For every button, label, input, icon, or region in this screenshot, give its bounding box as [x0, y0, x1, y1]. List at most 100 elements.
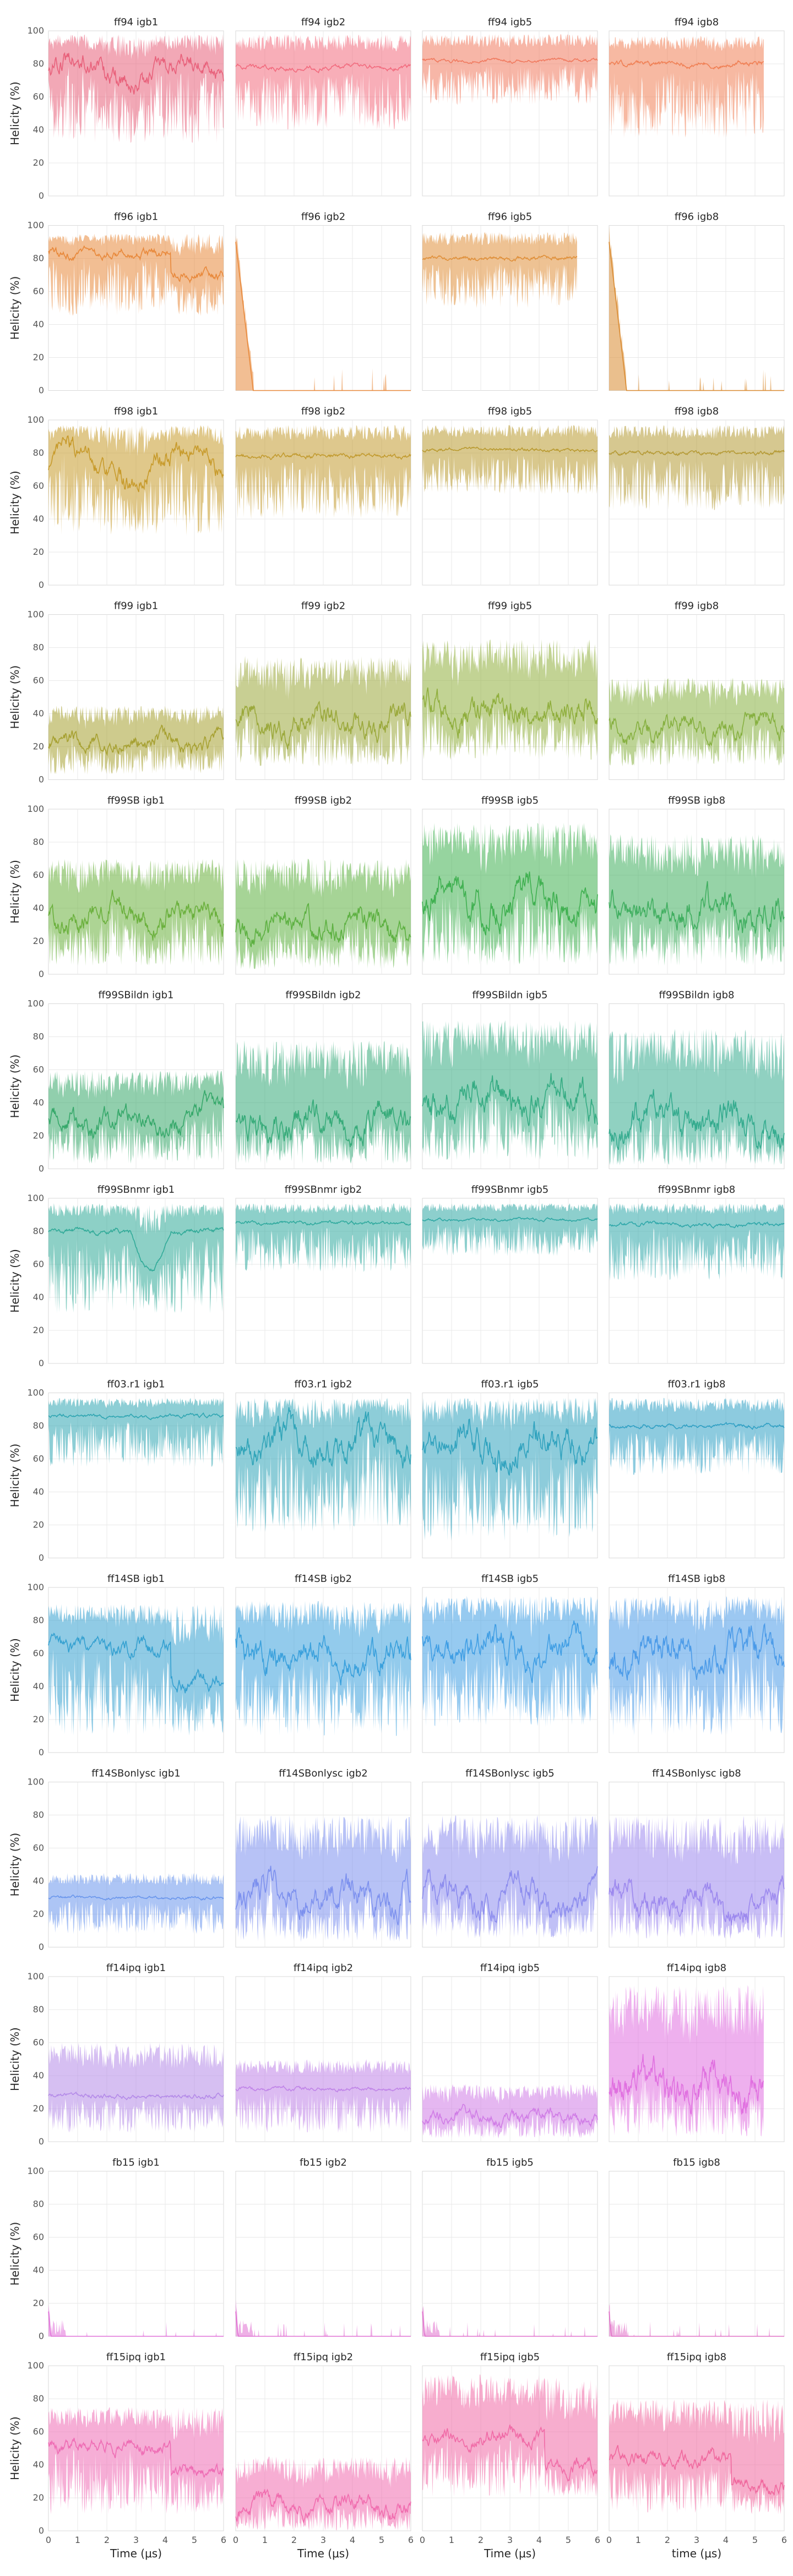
panel-ff03-r1-igb5: ff03.r1 igb5: [422, 1379, 598, 1558]
panel-ff99-igb8: ff99 igb8: [609, 601, 785, 780]
y-tick-label: 20: [33, 1325, 44, 1335]
y-tick-label: 80: [33, 2393, 44, 2404]
panel-title: ff96 igb2: [301, 211, 345, 223]
helicity-mean-line: [48, 2311, 224, 2337]
y-tick-label: 60: [33, 675, 44, 686]
panel-ff14sb-igb8: ff14SB igb8: [609, 1573, 785, 1753]
panel-title: ff99SBildn igb1: [99, 990, 174, 1001]
x-tick-label: 6: [221, 2535, 226, 2545]
helicity-mean-line: [609, 881, 785, 934]
y-tick-label: 60: [33, 1065, 44, 1075]
y-tick-label: 60: [33, 1259, 44, 1269]
y-axis-label: Helicity (%): [8, 1444, 21, 1508]
y-tick-label: 60: [33, 286, 44, 297]
y-tick-label: 100: [27, 1582, 44, 1592]
x-tick-label: 3: [694, 2535, 699, 2545]
y-axis-label: Helicity (%): [8, 1249, 21, 1313]
x-tick-label: 3: [133, 2535, 139, 2545]
panel-title: ff14SBonlysc igb5: [465, 1768, 554, 1780]
panel-title: ff03.r1 igb5: [481, 1379, 539, 1390]
helicity-mean-line: [235, 1407, 411, 1469]
y-tick-label: 80: [33, 447, 44, 458]
y-tick-label: 80: [33, 2004, 44, 2015]
helicity-range-band: [609, 2304, 784, 2337]
helicity-range-band: [422, 822, 598, 966]
panel-title: ff15ipq igb8: [667, 2351, 726, 2363]
helicity-range-band: [236, 2457, 411, 2531]
panel-title: ff99 igb2: [301, 601, 345, 612]
panel-ff15ipq-igb5: ff15ipq igb5 0 1 2 3 4 5 6 Time (μs): [420, 2351, 600, 2560]
panel-ff99sbnmr-igb5: ff99SBnmr igb5: [422, 1184, 598, 1364]
helicity-mean-line: [235, 1220, 411, 1226]
helicity-range-band: [48, 2407, 224, 2514]
panel-title: ff14SBonlysc igb1: [91, 1768, 180, 1780]
helicity-range-band: [609, 425, 784, 511]
panel-title: ff99 igb1: [114, 601, 158, 612]
panel-title: ff99SB igb8: [668, 795, 725, 806]
x-tick-label: 2: [665, 2535, 670, 2545]
y-axis-label: Helicity (%): [8, 471, 21, 534]
helicity-mean-line: [422, 2311, 598, 2337]
panel-ff94-igb1: ff94 igb1 0 20 40 60 80 100 Helicity (%): [8, 17, 224, 201]
helicity-range-band: [422, 639, 598, 760]
y-tick-label: 100: [27, 2166, 44, 2176]
helicity-mean-line: [609, 2311, 784, 2337]
x-axis-label: time (μs): [672, 2547, 721, 2560]
panel-ff98-igb8: ff98 igb8: [609, 406, 785, 586]
y-tick-label: 20: [33, 741, 44, 752]
helicity-range-band: [236, 235, 411, 391]
panel-title: ff03.r1 igb2: [295, 1379, 352, 1390]
panel-ff14ipq-igb8: ff14ipq igb8: [609, 1962, 785, 2142]
helicity-mean-line: [48, 2091, 224, 2100]
panel-title: ff99 igb8: [675, 601, 719, 612]
panel-ff99sbnmr-igb1: ff99SBnmr igb1 0 20 40 60 80 100 Helicity (%): [8, 1184, 224, 1368]
helicity-mean-line: [235, 2488, 411, 2524]
panel-ff14sb-igb5: ff14SB igb5: [422, 1573, 598, 1753]
y-tick-label: 80: [33, 837, 44, 847]
helicity-mean-line: [422, 871, 598, 936]
helicity-range-band: [609, 678, 784, 767]
y-tick-label: 80: [33, 2199, 44, 2209]
y-tick-label: 0: [39, 969, 44, 979]
y-tick-label: 100: [27, 414, 44, 425]
y-tick-label: 60: [33, 1648, 44, 1658]
panel-ff94-igb8: ff94 igb8: [609, 17, 785, 197]
x-tick-label: 1: [262, 2535, 268, 2545]
y-tick-label: 100: [27, 1388, 44, 1398]
y-tick-label: 40: [33, 319, 44, 330]
helicity-mean-line: [422, 1866, 598, 1924]
y-axis-label: Helicity (%): [8, 2222, 21, 2286]
helicity-mean-line: [48, 1090, 224, 1140]
panel-title: ff99SBnmr igb2: [285, 1184, 362, 1196]
helicity-range-band: [609, 1203, 784, 1281]
x-tick-label: 5: [566, 2535, 571, 2545]
helicity-mean-line: [609, 1422, 785, 1430]
panel-fb15-igb5: fb15 igb5: [422, 2157, 598, 2337]
panel-ff14ipq-igb2: ff14ipq igb2: [235, 1962, 411, 2142]
panel-ff99sbildn-igb5: ff99SBildn igb5: [422, 990, 598, 1169]
panel-ff14ipq-igb1: ff14ipq igb1 0 20 40 60 80 100 Helicity (%): [8, 1962, 224, 2147]
panel-ff14sb-igb2: ff14SB igb2: [235, 1573, 411, 1753]
helicity-mean-line: [422, 446, 598, 453]
x-axis-label: Time (μs): [484, 2547, 536, 2560]
helicity-mean-line: [609, 1623, 785, 1680]
y-axis-label: Helicity (%): [8, 2416, 21, 2480]
panel-title: ff14SB igb1: [107, 1573, 165, 1585]
x-tick-label: 4: [723, 2535, 729, 2545]
helicity-range-band: [236, 425, 411, 519]
x-tick-label: 2: [478, 2535, 484, 2545]
y-axis-label: Helicity (%): [8, 1833, 21, 1897]
panel-title: ff96 igb8: [675, 211, 719, 223]
y-tick-label: 0: [39, 385, 44, 396]
panel-ff03-r1-igb2: ff03.r1 igb2: [235, 1379, 411, 1558]
y-tick-label: 100: [27, 1971, 44, 1982]
helicity-range-band: [236, 656, 411, 767]
y-tick-label: 100: [27, 1193, 44, 1203]
panel-title: ff98 igb1: [114, 406, 158, 417]
helicity-mean-line: [609, 59, 764, 70]
panel-ff99sbnmr-igb2: ff99SBnmr igb2: [235, 1184, 411, 1364]
y-tick-label: 20: [33, 1131, 44, 1141]
panel-title: ff96 igb1: [114, 211, 158, 223]
helicity-mean-line: [422, 2424, 598, 2482]
helicity-mean-line: [609, 1220, 785, 1229]
